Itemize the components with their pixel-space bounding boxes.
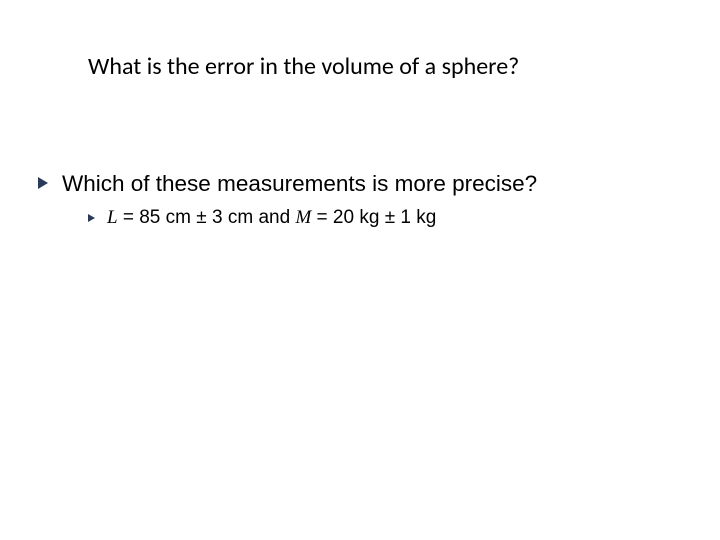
triangle-bullet-icon: [38, 177, 48, 189]
unit-kg: kg: [354, 207, 385, 228]
eq-sign: =: [311, 207, 333, 228]
unit-cm: cm: [223, 207, 254, 228]
unit-cm: cm: [160, 207, 196, 228]
bullet-2-text: L = 85 cm ± 3 cm and M = 20 kg ± 1 kg: [107, 207, 436, 230]
bullet-level-1: Which of these measurements is more prec…: [38, 170, 678, 197]
slide-title: What is the error in the volume of a sph…: [88, 52, 648, 81]
slide-content: Which of these measurements is more prec…: [38, 170, 678, 230]
unit-kg: kg: [411, 207, 436, 228]
triangle-bullet-icon: [88, 214, 95, 222]
bullet-level-2: L = 85 cm ± 3 cm and M = 20 kg ± 1 kg: [88, 207, 678, 230]
plus-minus: ±: [196, 207, 212, 228]
slide: What is the error in the volume of a sph…: [0, 0, 720, 540]
var-L: L: [107, 207, 118, 228]
plus-minus: ±: [385, 207, 401, 228]
val-L: 85: [139, 207, 160, 228]
eq-sign: =: [118, 207, 140, 228]
err-M: 1: [400, 207, 411, 228]
val-M: 20: [333, 207, 354, 228]
err-L: 3: [212, 207, 223, 228]
var-M: M: [295, 207, 311, 228]
bullet-1-text: Which of these measurements is more prec…: [62, 170, 537, 197]
and-text: and: [253, 207, 295, 228]
